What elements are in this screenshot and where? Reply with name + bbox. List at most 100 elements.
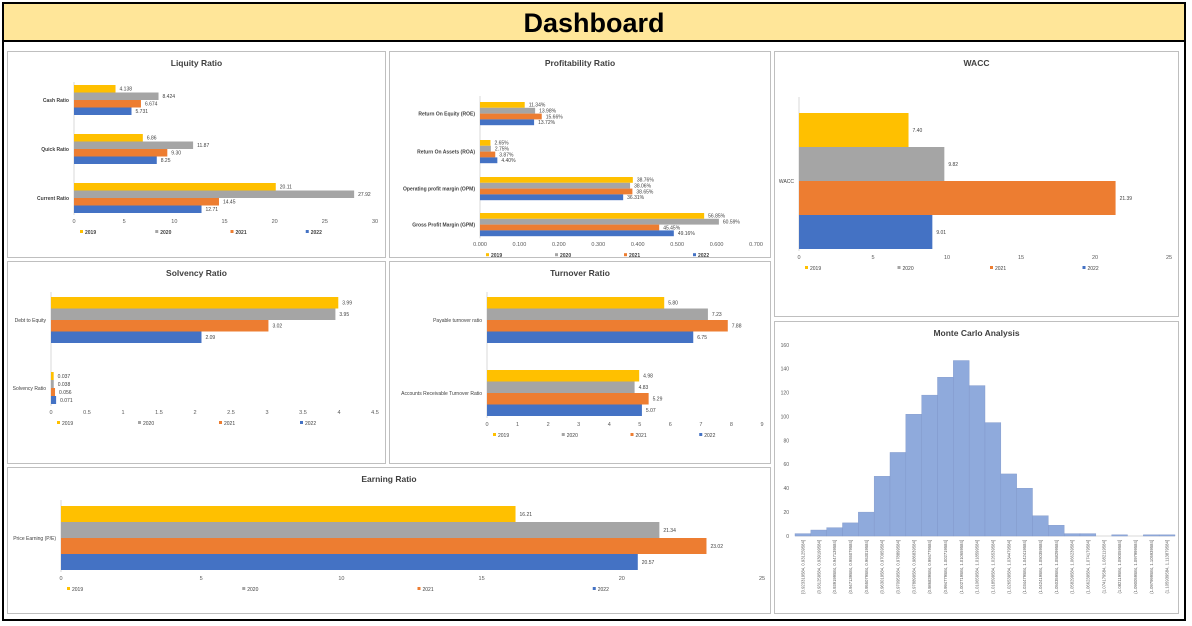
- chart-svg: 0 5 10 15 20 25 16.21 21.34 23.02 20.57 Price Earn…: [13, 500, 765, 593]
- legend-label-2020: 2020: [143, 421, 154, 427]
- x-tick-label: 0.400: [631, 242, 645, 248]
- data-label: 23.02: [710, 544, 723, 550]
- x-tick-label: 5: [871, 255, 874, 261]
- data-label: 2.65%: [494, 141, 509, 147]
- bar-2019: [74, 134, 143, 142]
- legend-swatch-2019: [805, 266, 808, 269]
- bar-2022: [480, 157, 498, 164]
- x-tick-label: 20: [1092, 255, 1098, 261]
- dashboard-title: Dashboard: [4, 4, 1184, 42]
- legend-swatch-2021: [630, 433, 634, 436]
- x-tick-label: 3: [265, 410, 268, 416]
- bar-2020: [74, 141, 194, 149]
- bar-2019: [480, 102, 525, 108]
- category-label: Current Ratio: [37, 196, 69, 202]
- data-label: 2.75%: [495, 147, 510, 153]
- x-tick-label: (0.947139584, 0.955079584]: [848, 540, 853, 594]
- chart-svg: 0 5 10 15 20 25 7.40 9.82 21.39 9.01 WACC 2019 2020 2…: [779, 97, 1172, 272]
- data-label: 11.87: [197, 143, 209, 149]
- bar-2021: [61, 538, 707, 554]
- legend-label-2022: 2022: [698, 253, 709, 259]
- bar-2020: [480, 107, 536, 114]
- bar-2020: [74, 92, 159, 100]
- data-label: 2.09: [205, 335, 215, 341]
- data-label: 3.95: [339, 312, 349, 318]
- x-tick-label: (0.963019584, 0.970959584]: [880, 540, 885, 594]
- data-label: 3.87%: [499, 152, 514, 158]
- bar-2022: [51, 331, 202, 343]
- legend-label-2019: 2019: [85, 230, 96, 236]
- category-label: Return On Equity (ROE): [418, 111, 475, 117]
- data-label: 5.80: [668, 301, 678, 307]
- histogram-bar: [1016, 488, 1033, 537]
- bar-2019: [487, 370, 640, 382]
- x-tick-label: 3: [577, 422, 580, 428]
- x-tick-label: 0: [72, 219, 75, 225]
- data-label: 20.11: [280, 185, 292, 191]
- bar-2019: [487, 297, 665, 309]
- x-tick-label: 4.5: [371, 410, 379, 416]
- legend-swatch-2020: [897, 266, 901, 269]
- bar-2019: [61, 506, 516, 522]
- legend-swatch-2022: [592, 587, 596, 590]
- y-tick-label: 100: [781, 414, 790, 420]
- bar-2020: [61, 522, 660, 538]
- histogram-bar: [921, 394, 938, 537]
- y-tick-label: 60: [783, 462, 789, 468]
- bar-2021: [480, 151, 496, 158]
- x-tick-label: (1.090059584, 1.097999584]: [1133, 540, 1138, 594]
- x-tick-label: (1.034479584, 1.042419584]: [1022, 540, 1027, 594]
- category-label: Payable turnover ratio: [433, 318, 482, 324]
- x-tick-label: 2: [193, 410, 196, 416]
- y-tick-label: 0: [786, 534, 789, 540]
- category-label: Price Earning (P/E): [13, 536, 56, 542]
- earning-ratio-chart: Earning Ratio 0 5 10 15 20 25 16.21 21.34 23.02 2…: [7, 467, 771, 614]
- bar-2020: [51, 308, 336, 320]
- x-tick-label: (1.105939584, 1.113879584]: [1165, 540, 1170, 593]
- data-label: 3.02: [272, 324, 282, 330]
- chart-title: Liquity Ratio: [170, 58, 223, 68]
- data-label: 6.75: [697, 335, 707, 341]
- legend-label-2022: 2022: [305, 421, 316, 427]
- bar-2021: [51, 320, 269, 332]
- legend-swatch-2022: [699, 433, 703, 436]
- legend-label-2022: 2022: [598, 587, 609, 593]
- x-tick-label: 0: [59, 576, 62, 582]
- x-tick-label: (1.066239584, 1.074179584]: [1085, 540, 1090, 594]
- x-tick-label: 0: [485, 422, 488, 428]
- x-tick-label: 5: [638, 422, 641, 428]
- legend-swatch-2021: [230, 230, 234, 233]
- legend-label-2021: 2021: [423, 587, 434, 593]
- x-tick-label: 5: [123, 219, 126, 225]
- y-tick-label: 40: [783, 486, 789, 492]
- legend-swatch-2021: [219, 421, 222, 424]
- legend-swatch-2020: [242, 587, 246, 590]
- bar-2022: [480, 194, 624, 201]
- bar-2020: [480, 218, 719, 225]
- data-label: 13.98%: [539, 109, 557, 115]
- category-label: Return On Assets (ROA): [417, 149, 475, 155]
- x-tick-label: (0.994779584, 1.002719584]: [943, 540, 948, 594]
- legend-label-2021: 2021: [995, 266, 1006, 272]
- category-label: Accounts Receivable Turnover Ratio: [401, 391, 482, 397]
- bar-2020: [487, 308, 708, 320]
- data-label: 5.731: [136, 109, 149, 115]
- bar-2020: [799, 147, 945, 181]
- y-tick-label: 80: [783, 438, 789, 444]
- legend-swatch-2019: [80, 230, 83, 233]
- x-tick-label: (0.931259584, 0.939199584]: [816, 540, 821, 594]
- chart-title: Monte Carlo Analysis: [933, 328, 1020, 338]
- data-label: 8.424: [163, 94, 176, 100]
- x-tick-label: 15: [479, 576, 485, 582]
- data-label: 38.76%: [637, 178, 655, 184]
- bar-2019: [480, 213, 705, 219]
- legend-swatch-2021: [624, 253, 627, 257]
- bar-2021: [480, 224, 660, 231]
- x-tick-label: 1.5: [155, 410, 163, 416]
- x-tick-label: 0.5: [83, 410, 91, 416]
- legend-label-2019: 2019: [498, 433, 509, 439]
- histogram-bar: [873, 476, 891, 537]
- bar-2022: [74, 156, 157, 164]
- data-label: 13.72%: [538, 120, 556, 126]
- histogram-bar: [842, 522, 859, 537]
